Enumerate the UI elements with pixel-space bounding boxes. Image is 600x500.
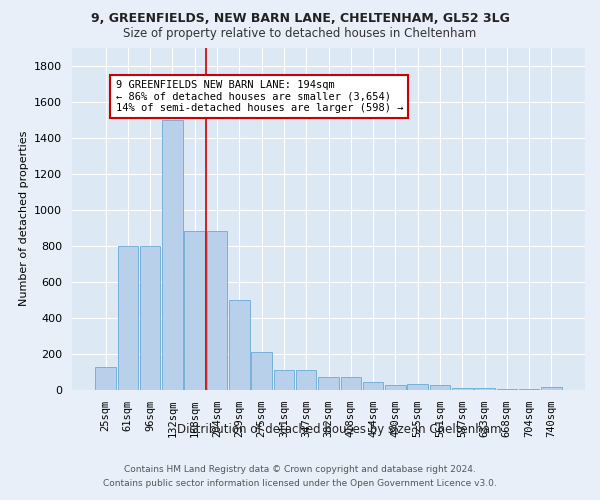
Bar	[519, 389, 539, 390]
Text: Contains public sector information licensed under the Open Government Licence v3: Contains public sector information licen…	[103, 479, 497, 488]
Bar	[118, 246, 138, 390]
Bar	[497, 389, 517, 390]
Bar	[430, 386, 450, 390]
Text: Distribution of detached houses by size in Cheltenham: Distribution of detached houses by size …	[177, 422, 501, 436]
Bar	[207, 232, 227, 390]
Bar	[385, 384, 406, 390]
Bar	[140, 246, 160, 390]
Text: Size of property relative to detached houses in Cheltenham: Size of property relative to detached ho…	[124, 28, 476, 40]
Y-axis label: Number of detached properties: Number of detached properties	[19, 131, 29, 306]
Text: Contains HM Land Registry data © Crown copyright and database right 2024.: Contains HM Land Registry data © Crown c…	[124, 466, 476, 474]
Bar	[229, 300, 250, 390]
Bar	[407, 384, 428, 390]
Bar	[184, 232, 205, 390]
Bar	[251, 352, 272, 390]
Bar	[162, 120, 183, 390]
Bar	[95, 366, 116, 390]
Text: 9, GREENFIELDS, NEW BARN LANE, CHELTENHAM, GL52 3LG: 9, GREENFIELDS, NEW BARN LANE, CHELTENHA…	[91, 12, 509, 26]
Bar	[474, 388, 495, 390]
Bar	[274, 370, 294, 390]
Bar	[363, 382, 383, 390]
Bar	[452, 388, 473, 390]
Bar	[318, 378, 339, 390]
Bar	[541, 388, 562, 390]
Bar	[341, 378, 361, 390]
Text: 9 GREENFIELDS NEW BARN LANE: 194sqm
← 86% of detached houses are smaller (3,654): 9 GREENFIELDS NEW BARN LANE: 194sqm ← 86…	[116, 80, 403, 113]
Bar	[296, 370, 316, 390]
